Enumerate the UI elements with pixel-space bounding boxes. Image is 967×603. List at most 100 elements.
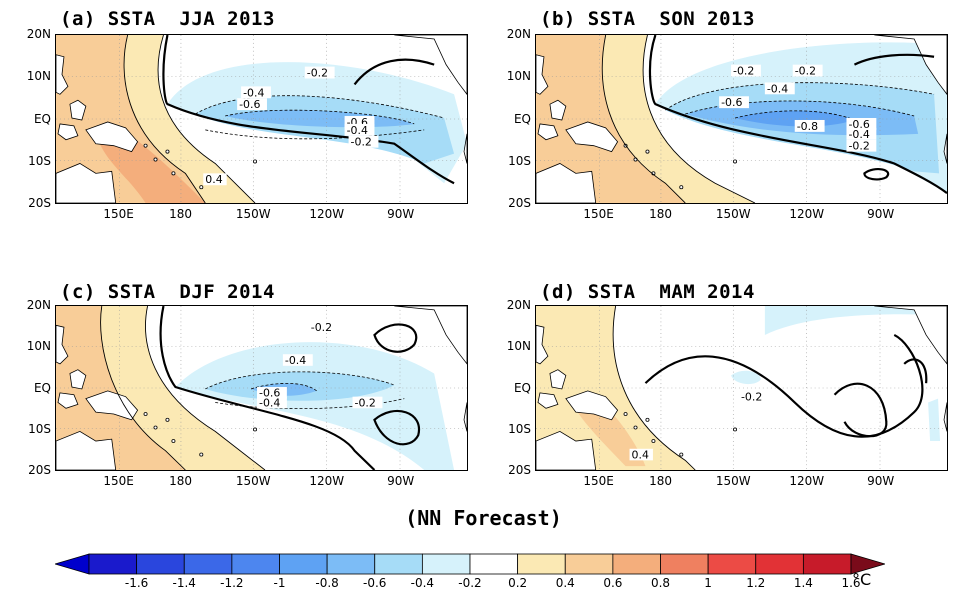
lon-tick-label: 120W [309,474,345,488]
lon-tick-label: 150E [103,207,134,221]
colorbar-swatch [374,553,423,575]
contour-label: -0.2 [741,391,762,404]
lon-tick-label: 150W [715,207,751,221]
colorbar-swatch [421,553,471,575]
lat-tick-label: 20N [26,27,51,41]
colorbar-tick-label: 0.6 [603,576,623,590]
colorbar-tick-label: -1 [273,576,286,590]
lon-tick-label: 90W [867,207,895,221]
colorbar-swatch [755,553,804,575]
lat-tick-label: 10S [508,421,531,436]
colorbar-swatch [660,553,709,575]
contour-label: -0.2 [351,136,372,149]
lat-tick-label: 10N [26,339,51,354]
lon-tick-label: 120W [309,207,345,221]
lon-tick-label: 150E [583,207,614,221]
lat-tick-label: 20S [28,196,51,210]
contour-label: -0.2 [311,321,332,334]
lon-tick-label: 150E [583,474,614,488]
contour-label: -0.6 [239,98,260,111]
lat-tick-label: 20S [508,463,531,477]
contour-label: 0.4 [205,173,222,186]
panel-title-b: (b) SSTA SON 2013 [540,8,755,30]
lon-tick-label: 90W [387,207,415,221]
colorbar-max-arrow [850,553,885,575]
lat-tick-label: 10N [506,339,531,354]
forecast-caption: (NN Forecast) [405,506,562,530]
lon-tick-label: 180 [649,474,672,488]
lat-tick-label: 10N [506,69,531,84]
lat-tick-label: EQ [33,380,51,395]
lat-tick-label: 10S [28,153,51,168]
lat-tick-label: 20N [506,298,531,312]
sst-anomaly-map-b: -0.2 -0.2 -0.4 -0.6 -0.8 -0.6 -0.4 -0.2 [535,34,948,204]
contour-label: -0.4 [243,86,264,99]
contour-label: -0.2 [848,140,869,153]
contour-label: -0.4 [767,82,788,95]
colorbar-swatch [802,553,852,575]
colorbar-tick-label: 1.4 [793,576,813,590]
lon-tick-label: 150W [235,474,271,488]
lon-tick-label: 90W [387,474,415,488]
colorbar-tick-label: 1 [704,576,712,590]
contour-label: -0.2 [795,65,816,78]
lon-tick-label: 180 [169,207,192,221]
colorbar-swatch [88,553,138,575]
colorbar-tick-label: -0.4 [410,576,435,590]
colorbar-swatch [707,553,757,575]
lat-tick-label: EQ [513,380,531,395]
lon-tick-label: 90W [867,474,895,488]
lat-tick-label: 10N [26,69,51,84]
panel-title-d: (d) SSTA MAM 2014 [540,281,755,303]
colorbar [55,553,885,575]
colorbar-tick-label: 1.6 [841,576,861,590]
colorbar-tick-label: -0.2 [458,576,482,590]
colorbar-swatch [612,553,661,575]
contour-label: -0.4 [285,354,306,367]
sst-anomaly-map-c: -0.2 -0.4 -0.6 -0.4 -0.2 [55,305,468,471]
lat-tick-label: 10S [28,421,51,436]
contour-label: -0.6 [848,118,869,131]
panel-title-c: (c) SSTA DJF 2014 [60,281,275,303]
lon-tick-label: 180 [649,207,672,221]
colorbar-tick-label: -0.8 [315,576,339,590]
sst-anomaly-map-a: -0.2 -0.4 -0.6 -0.6 -0.4 -0.2 0.4 [55,34,468,204]
colorbar-tick-label: -0.6 [363,576,387,590]
colorbar-tick-label: -1.4 [172,576,196,590]
colorbar-swatch [469,553,519,575]
lat-tick-label: 10S [508,153,531,168]
sst-anomaly-map-d: -0.2 0.4 [535,305,948,471]
panel-title-a: (a) SSTA JJA 2013 [60,8,275,30]
unit-label: °C [852,570,872,589]
contour-label: -0.6 [259,387,280,400]
colorbar-tick-label: 0.2 [508,576,528,590]
lat-tick-label: 20S [28,463,51,477]
colorbar-tick-label: 1.2 [746,576,766,590]
contour-label: -0.4 [259,396,280,409]
colorbar-tick-label: -1.6 [124,576,149,590]
contour-label: -0.8 [797,120,818,133]
lon-tick-label: 120W [789,474,825,488]
lat-tick-label: 20N [26,298,51,312]
lon-tick-label: 150W [715,474,751,488]
contour-label: -0.6 [721,96,742,109]
colorbar-swatch [564,553,614,575]
colorbar-swatch [183,553,233,575]
lat-tick-label: 20N [506,27,531,41]
contour-label: -0.2 [733,65,754,78]
colorbar-swatch [517,553,566,575]
colorbar-tick-label: -1.2 [220,576,244,590]
lon-tick-label: 180 [169,474,192,488]
lon-tick-label: 150E [103,474,134,488]
colorbar-swatch [326,553,376,575]
lon-tick-label: 150W [235,207,271,221]
colorbar-min-arrow [55,553,90,575]
lat-tick-label: EQ [513,111,531,126]
colorbar-tick-label: 0.4 [555,576,575,590]
lon-tick-label: 120W [789,207,825,221]
colorbar-swatch [231,553,280,575]
lat-tick-label: EQ [33,111,51,126]
contour-label: -0.2 [355,396,376,409]
contour-label: -0.4 [848,128,869,141]
contour-label: 0.4 [632,449,650,462]
